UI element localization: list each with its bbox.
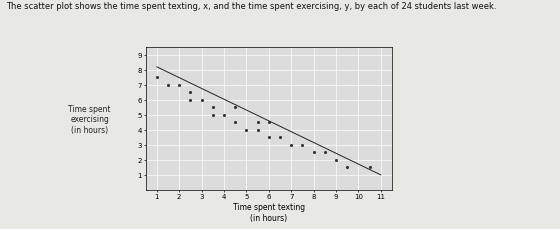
Point <box>208 106 217 110</box>
Point <box>253 128 262 132</box>
Point <box>186 91 195 95</box>
X-axis label: Time spent texting
(in hours): Time spent texting (in hours) <box>233 202 305 222</box>
Point <box>332 158 340 162</box>
Point <box>208 114 217 117</box>
Point <box>264 121 273 125</box>
Point <box>253 121 262 125</box>
Point <box>276 136 284 140</box>
Text: Time spent
exercising
(in hours): Time spent exercising (in hours) <box>68 104 111 134</box>
Point <box>264 136 273 140</box>
Point <box>220 114 228 117</box>
Point <box>197 98 206 102</box>
Point <box>343 166 352 169</box>
Text: The scatter plot shows the time spent texting, x, and the time spent exercising,: The scatter plot shows the time spent te… <box>6 2 496 11</box>
Point <box>175 84 184 87</box>
Point <box>320 151 329 155</box>
Point <box>152 76 161 80</box>
Point <box>298 143 307 147</box>
Point <box>309 151 318 155</box>
Point <box>287 143 296 147</box>
Point <box>365 166 374 169</box>
Point <box>231 106 240 110</box>
Point <box>231 121 240 125</box>
Point <box>242 128 251 132</box>
Point <box>186 98 195 102</box>
Point <box>164 84 172 87</box>
